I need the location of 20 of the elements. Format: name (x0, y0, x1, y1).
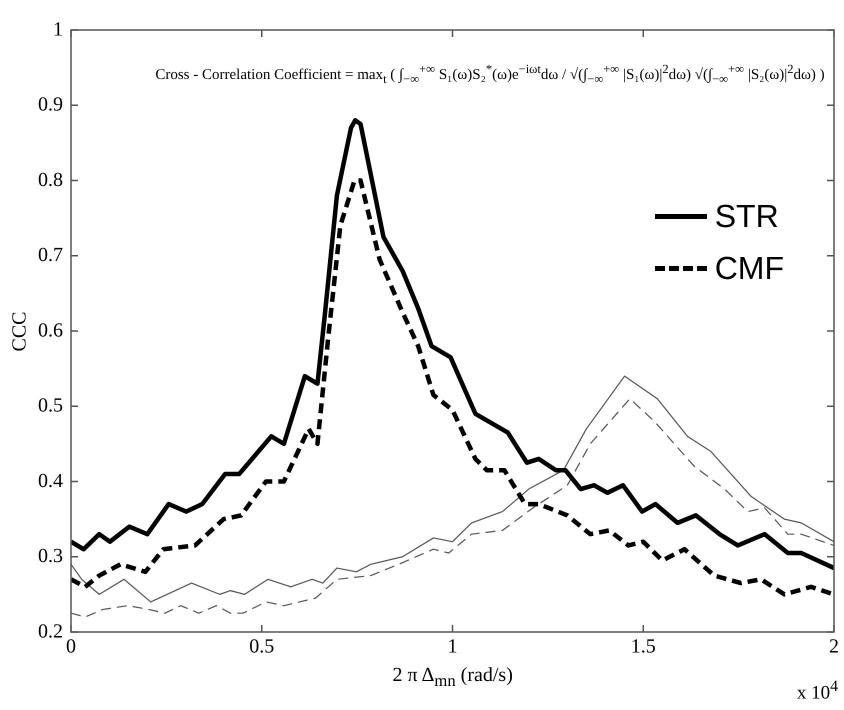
text: x 10$^{4}$ (796, 678, 838, 704)
y-tick-label: 0.3 (38, 545, 63, 567)
x-tick-label: 1.5 (630, 635, 656, 658)
legend-label: STR (714, 198, 779, 234)
x-tick-label: 2 (829, 635, 839, 658)
y-tick-label: 0.8 (38, 168, 63, 191)
text: Cross - Correlation Coefficient = max$_{t}$ ( ∫$_{−∞}$$^{+∞}$ S₁(ω)S₂$^{*}$(ω)e$^{−iωt}$dω / √(∫$_{−∞}$$^{+∞}$ |S₁(ω)|$^{2}$dω) √(∫$_{−∞}$$^{+∞}$ |S₂(ω)|$^{2}$dω) ) (155, 62, 825, 86)
x-tick-label: 1 (448, 635, 458, 658)
y-axis-title: CCC (8, 310, 32, 352)
y-tick-label: 1 (53, 18, 63, 40)
legend-label: CMF (714, 250, 784, 286)
y-tick-label: 0.7 (38, 244, 63, 266)
y-tick-label: 0.4 (38, 470, 63, 492)
x-tick-label: 0.5 (249, 635, 274, 658)
y-tick-label: 0.2 (38, 620, 63, 642)
x-axis-title: 2 π Δ$_{mn}$ (rad/s) (392, 664, 513, 691)
y-tick-label: 0.9 (38, 94, 63, 116)
y-tick-label: 0.5 (38, 394, 63, 416)
y-tick-label: 0.6 (38, 319, 63, 342)
x-tick-label: 0 (66, 635, 76, 658)
